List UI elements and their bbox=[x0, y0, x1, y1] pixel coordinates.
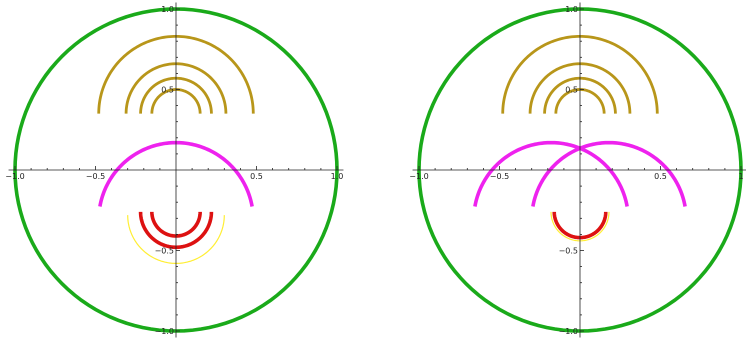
x-tick-label: 0.5 bbox=[654, 172, 667, 181]
chart-panel-left: −1.0 −0.5 0.5 1.0 −1.0 −0.5 0.5 1.0 bbox=[5, 2, 344, 338]
series-curve-6 bbox=[531, 140, 687, 207]
chart-panel-right: −1.0 −0.5 0.5 1 −1.0 −0.5 0.5 1.0 bbox=[409, 2, 746, 338]
x-tick-label: 1.0 bbox=[331, 172, 344, 181]
y-tick-label: 1.0 bbox=[161, 5, 174, 14]
x-tick-label: −0.5 bbox=[86, 172, 105, 181]
series-curve-5 bbox=[473, 140, 629, 207]
y-tick-label: −0.5 bbox=[155, 247, 174, 256]
x-tick-label: −1.0 bbox=[409, 172, 428, 181]
x-tick-label: −1.0 bbox=[5, 172, 24, 181]
y-tick-label: −1.0 bbox=[155, 327, 174, 336]
y-tick-label: 0.5 bbox=[565, 86, 578, 95]
y-tick-label: −1.0 bbox=[559, 327, 578, 336]
y-tick-label: 0.5 bbox=[161, 86, 174, 95]
y-tick-label: −0.5 bbox=[559, 247, 578, 256]
y-tick-label: 1.0 bbox=[565, 5, 578, 14]
x-tick-label: 0.5 bbox=[250, 172, 263, 181]
x-tick-label: −0.5 bbox=[490, 172, 509, 181]
x-tick-label: 1 bbox=[738, 172, 743, 181]
